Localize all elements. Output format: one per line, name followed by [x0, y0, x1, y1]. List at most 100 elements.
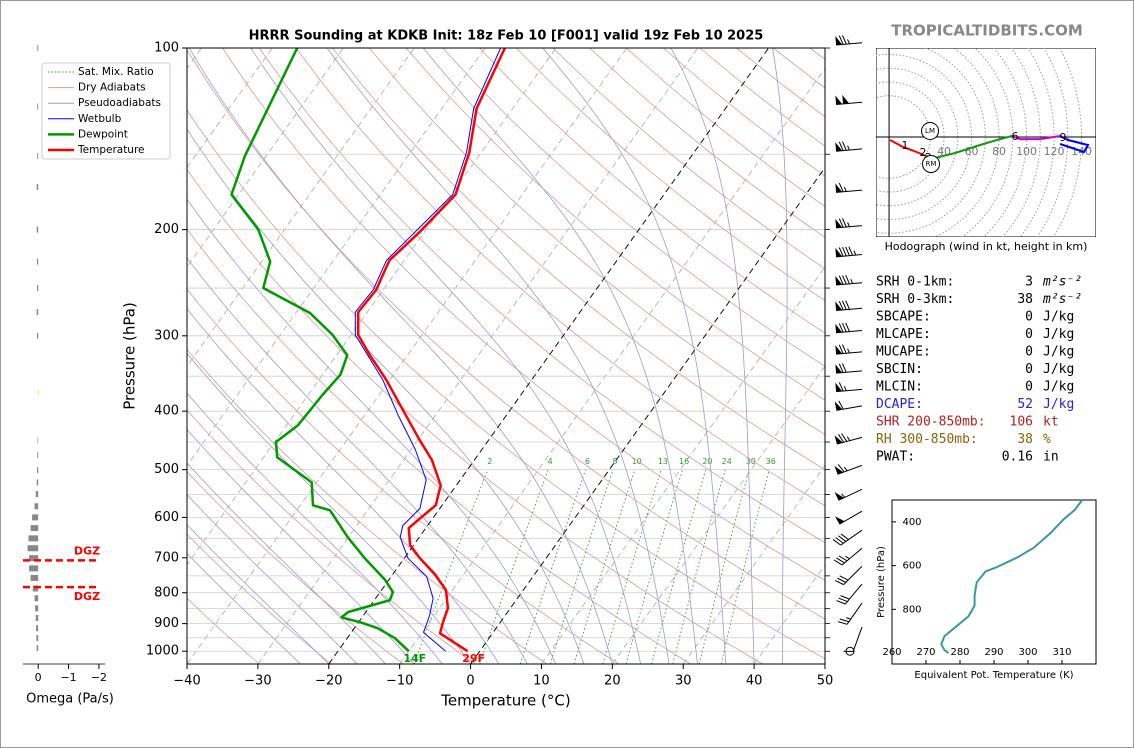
stat-label: SRH 0-1km:: [876, 275, 954, 290]
mixing-ratio-line: [573, 469, 636, 664]
omega-bar: [30, 525, 39, 532]
omega-bar: [34, 503, 39, 510]
stat-value: 0: [1025, 362, 1033, 377]
omega-bar: [32, 585, 39, 592]
barb-half: [850, 279, 854, 284]
barb-flag: [835, 36, 843, 45]
mixing-ratio-label: 20: [702, 457, 712, 466]
stat-label: SRH 0-3km:: [876, 292, 954, 307]
isotherm: [187, 48, 557, 566]
stat-unit: J/kg: [1043, 310, 1074, 325]
hodograph-trace: [1059, 135, 1090, 154]
barb-flag: [835, 247, 843, 257]
barb-flag: [842, 94, 850, 104]
wind-barb: [836, 583, 863, 605]
stat-label: SBCAPE:: [876, 310, 931, 325]
stat-value: 0: [1025, 310, 1033, 325]
barb-staff: [840, 529, 863, 546]
mixing-ratio-label: 10: [632, 457, 642, 466]
wind-barb: [834, 565, 863, 586]
stat-unit: J/kg: [1043, 327, 1074, 342]
pseudoadiabat: [326, 48, 670, 664]
barb-flag: [835, 301, 843, 311]
legend-label: Wetbulb: [78, 113, 122, 125]
omega-bar: [35, 615, 39, 622]
stat-unit: in: [1043, 450, 1059, 465]
wind-barb: [835, 94, 863, 105]
barb-full: [837, 621, 848, 625]
barb-full: [838, 382, 844, 392]
mixing-ratio-label: 4: [548, 457, 553, 466]
height-label: 1: [902, 139, 909, 152]
thetae-y-tick-label: 400: [902, 517, 921, 528]
barb-full: [838, 597, 848, 603]
height-label: 2: [920, 146, 927, 159]
mixing-ratio-line: [519, 469, 587, 664]
stat-unit: J/kg: [1043, 345, 1074, 360]
wind-barb: [835, 300, 863, 311]
mixing-ratio-label: 2: [487, 457, 492, 466]
barb-half: [846, 617, 851, 620]
hodograph-caption: Hodograph (wind in kt, height in km): [885, 240, 1088, 253]
legend-label: Sat. Mix. Ratio: [78, 66, 154, 78]
stat-label: SHR 200-850mb:: [876, 415, 986, 430]
omega-bar: [36, 226, 39, 233]
stat-label: PWAT:: [876, 450, 915, 465]
thetae-y-label: Pressure (hPa): [876, 546, 887, 618]
isotherm: [187, 48, 486, 467]
stat-label: RH 300-850mb:: [876, 432, 978, 447]
omega-bar: [36, 184, 39, 191]
barb-full: [842, 141, 847, 151]
thetae-x-tick-label: 270: [916, 647, 935, 658]
highlight-isotherm: [328, 48, 769, 664]
barb-full: [838, 182, 844, 192]
omega-bar: [36, 479, 39, 486]
y-tick-label: 500: [154, 462, 179, 477]
stat-unit: J/kg: [1043, 397, 1074, 412]
isotherm: [257, 48, 699, 664]
barb-flag: [834, 401, 843, 411]
pseudoadiabat: [187, 428, 415, 664]
stat-label: DCAPE:: [876, 397, 923, 412]
barb-full: [838, 400, 844, 410]
barb-full: [838, 323, 844, 333]
mixing-ratio-line: [698, 469, 750, 664]
wind-barb: [835, 274, 863, 286]
dgz-label: DGZ: [74, 544, 100, 557]
omega-bar: [36, 332, 39, 339]
stat-label: MUCAPE:: [876, 345, 931, 360]
wind-barb: [835, 182, 863, 193]
pseudoadiabat: [187, 352, 471, 664]
barb-full: [836, 600, 846, 605]
barb-full: [833, 559, 843, 566]
isotherm: [399, 67, 825, 664]
x-tick-label: −40: [173, 674, 200, 689]
barb-full: [838, 363, 844, 373]
hodograph-ring-label: 100: [1016, 145, 1037, 158]
x-tick-label: −20: [315, 674, 342, 689]
mixing-ratio-line: [602, 469, 662, 664]
stat-value: 0: [1025, 380, 1033, 395]
hodograph-plot: 40608010012014012369LMRM: [876, 48, 1096, 237]
barb-full: [838, 434, 845, 443]
y-tick-label: 100: [154, 41, 179, 56]
height-label: 9: [1060, 131, 1067, 144]
pseudoadiabat: [188, 48, 613, 664]
barb-full: [841, 433, 848, 442]
dgz-label: DGZ: [74, 590, 100, 603]
omega-bar: [36, 309, 39, 316]
barb-full: [835, 537, 844, 544]
wind-barb: [835, 322, 863, 334]
y-tick-label: 700: [154, 550, 179, 565]
pseudoadiabat: [187, 392, 443, 664]
omega-bar: [36, 285, 39, 292]
omega-bar: [29, 565, 39, 572]
barb-flag: [835, 218, 843, 228]
barb-full: [842, 247, 847, 257]
legend-label: Pseudoadiabats: [78, 97, 161, 109]
dry-adiabat: [187, 49, 825, 620]
barb-full: [840, 533, 849, 540]
wind-barb: [845, 646, 855, 656]
dry-adiabat: [187, 228, 691, 664]
